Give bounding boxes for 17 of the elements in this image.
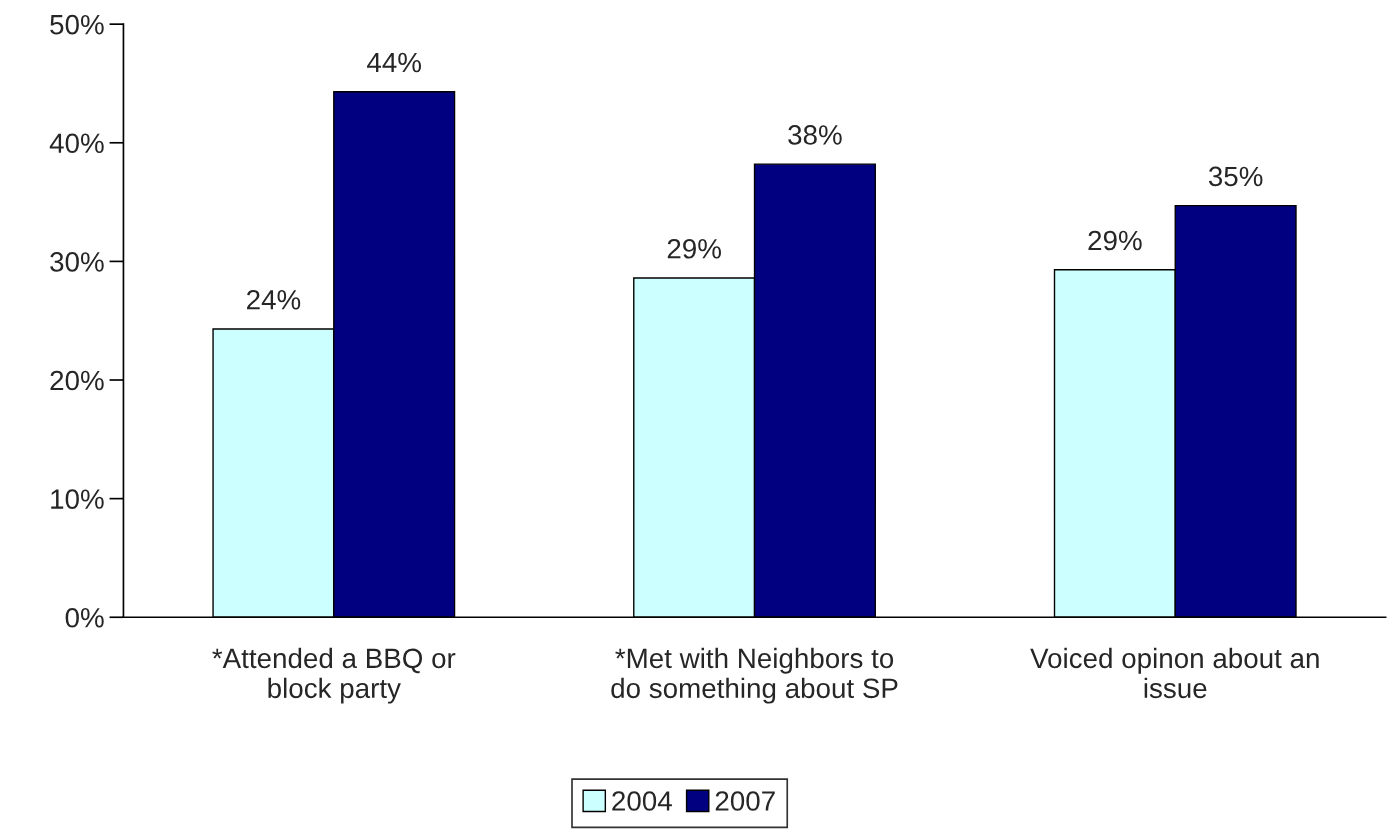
- data-label: 24%: [247, 289, 301, 310]
- data-label: 29%: [1088, 230, 1142, 251]
- y-tick-label: 50%: [50, 14, 104, 35]
- legend-label: 2007: [715, 791, 775, 811]
- legend-label: 2004: [612, 791, 672, 811]
- y-tick-label: 20%: [50, 370, 104, 391]
- x-tick-label: *Met with Neighbors to do something about SP: [611, 647, 898, 704]
- data-label: 35%: [1208, 166, 1263, 187]
- data-label: 29%: [667, 238, 721, 259]
- y-tick-label: 0%: [65, 607, 104, 628]
- y-tick-label: 30%: [50, 252, 104, 272]
- x-tick-label: *Attended a BBQ or block party: [212, 647, 456, 704]
- y-tick-label: 10%: [51, 489, 104, 509]
- y-tick-label: 40%: [49, 133, 104, 154]
- data-label: 38%: [788, 125, 842, 145]
- x-tick-label: Voiced opinon about an issue: [1030, 647, 1319, 699]
- data-label: 44%: [367, 52, 421, 73]
